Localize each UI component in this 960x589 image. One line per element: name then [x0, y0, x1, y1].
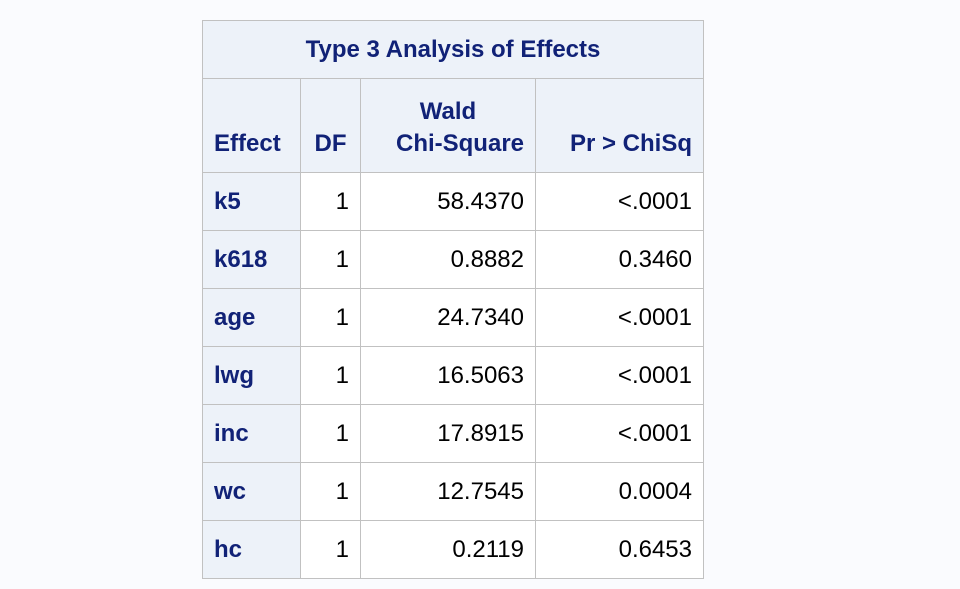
table-row: wc 1 12.7545 0.0004 [202, 462, 704, 521]
table-row: lwg 1 16.5063 <.0001 [202, 346, 704, 405]
table-row: inc 1 17.8915 <.0001 [202, 404, 704, 463]
table-row: age 1 24.7340 <.0001 [202, 288, 704, 347]
header-df: DF [300, 78, 361, 173]
row-chi-square: 0.2119 [360, 520, 536, 579]
row-df: 1 [300, 230, 361, 289]
row-effect: k5 [202, 172, 301, 231]
header-chi-line2: Chi-Square [395, 130, 524, 157]
row-chi-square: 24.7340 [360, 288, 536, 347]
table-row: hc 1 0.2119 0.6453 [202, 520, 704, 579]
row-p-value: <.0001 [535, 346, 704, 405]
row-p-value: 0.6453 [535, 520, 704, 579]
table-header-row: Effect DF Wald Chi-Square Pr > ChiSq [202, 78, 704, 173]
row-p-value: 0.3460 [535, 230, 704, 289]
table-title-row: Type 3 Analysis of Effects [202, 20, 704, 79]
row-df: 1 [300, 346, 361, 405]
header-chi-line1: Wald [419, 98, 477, 125]
row-effect: age [202, 288, 301, 347]
row-df: 1 [300, 172, 361, 231]
row-chi-square: 16.5063 [360, 346, 536, 405]
row-effect: k618 [202, 230, 301, 289]
table-title: Type 3 Analysis of Effects [202, 20, 704, 79]
table-row: k5 1 58.4370 <.0001 [202, 172, 704, 231]
row-df: 1 [300, 462, 361, 521]
header-effect: Effect [202, 78, 301, 173]
row-p-value: 0.0004 [535, 462, 704, 521]
row-chi-square: 0.8882 [360, 230, 536, 289]
row-p-value: <.0001 [535, 172, 704, 231]
row-chi-square: 17.8915 [360, 404, 536, 463]
row-effect: wc [202, 462, 301, 521]
table-row: k618 1 0.8882 0.3460 [202, 230, 704, 289]
row-df: 1 [300, 404, 361, 463]
row-chi-square: 12.7545 [360, 462, 536, 521]
header-wald-chi-square: Wald Chi-Square [360, 78, 536, 173]
row-df: 1 [300, 520, 361, 579]
row-p-value: <.0001 [535, 288, 704, 347]
row-chi-square: 58.4370 [360, 172, 536, 231]
row-df: 1 [300, 288, 361, 347]
row-effect: lwg [202, 346, 301, 405]
row-effect: inc [202, 404, 301, 463]
row-p-value: <.0001 [535, 404, 704, 463]
type3-analysis-table: Type 3 Analysis of Effects Effect DF Wal… [202, 20, 704, 579]
row-effect: hc [202, 520, 301, 579]
header-p-value: Pr > ChiSq [535, 78, 704, 173]
